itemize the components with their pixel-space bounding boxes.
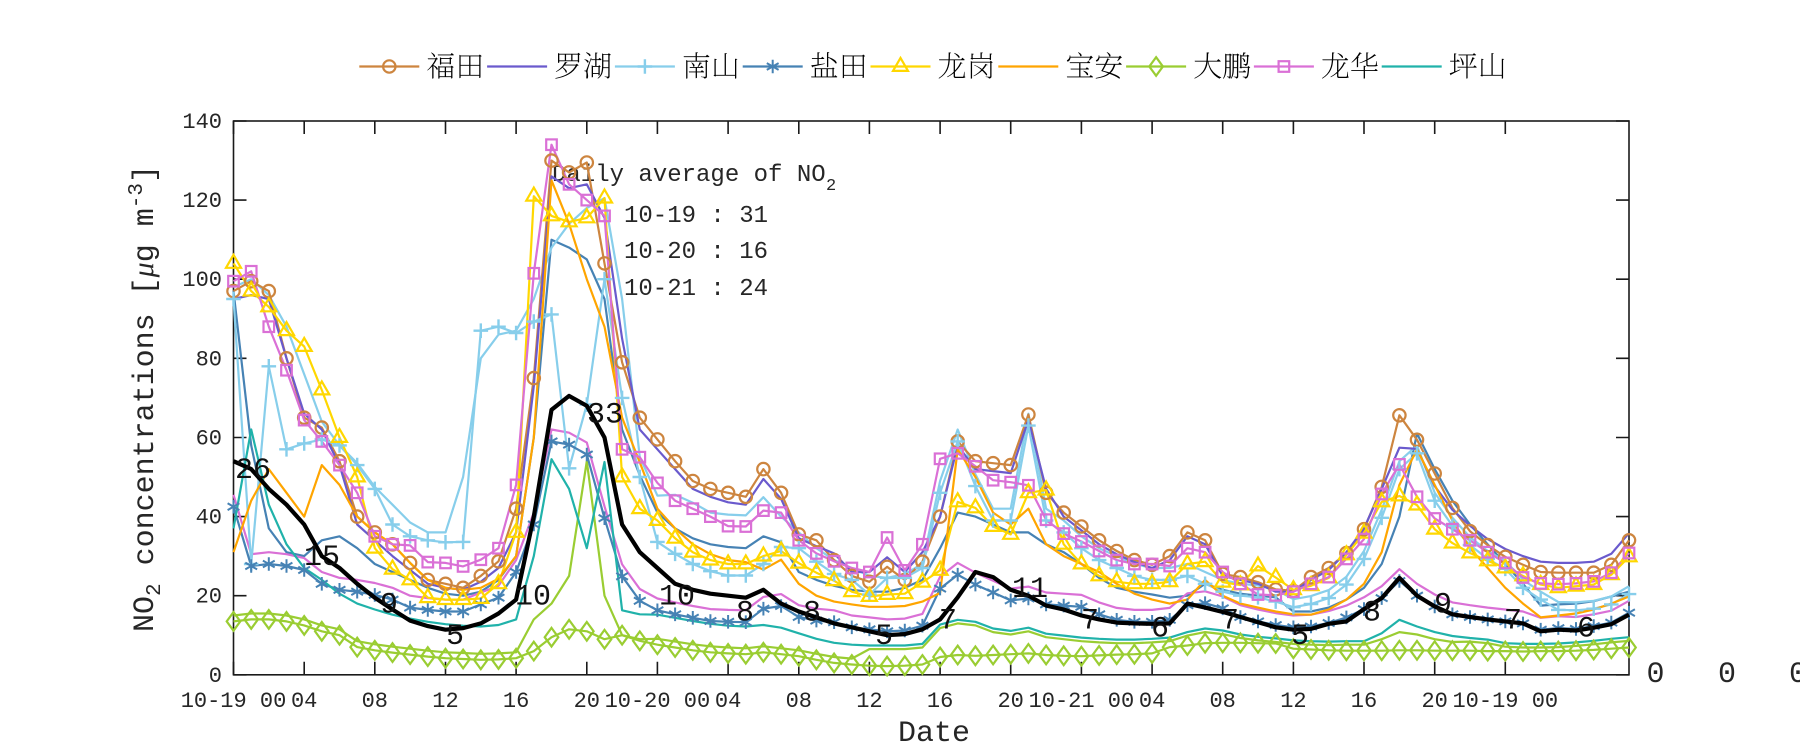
svg-text:04: 04	[1139, 689, 1165, 714]
svg-text:8: 8	[803, 597, 821, 631]
svg-text:10-20 00: 10-20 00	[605, 689, 711, 714]
svg-text:5: 5	[875, 620, 893, 654]
svg-text:7: 7	[1081, 604, 1099, 638]
svg-text:20: 20	[574, 689, 600, 714]
svg-text:10-20 : 16: 10-20 : 16	[624, 239, 768, 266]
svg-text:7: 7	[1504, 604, 1522, 638]
svg-text:40: 40	[196, 506, 222, 531]
svg-text:6: 6	[1577, 612, 1595, 646]
svg-text:10-19 00: 10-19 00	[181, 689, 287, 714]
svg-text:5: 5	[446, 620, 464, 654]
svg-text:12: 12	[1280, 689, 1306, 714]
svg-text:7: 7	[1221, 604, 1239, 638]
svg-text:15: 15	[304, 541, 340, 575]
svg-text:0: 0	[1646, 658, 1664, 692]
svg-text:08: 08	[786, 689, 812, 714]
svg-text:10: 10	[515, 581, 551, 615]
svg-text:2: 2	[826, 177, 836, 196]
svg-text:Daily average of NO: Daily average of NO	[552, 162, 826, 189]
svg-text:9: 9	[380, 589, 398, 623]
svg-text:8: 8	[736, 597, 754, 631]
svg-text:120: 120	[182, 189, 222, 214]
svg-text:04: 04	[291, 689, 317, 714]
svg-text:16: 16	[1351, 689, 1377, 714]
svg-text:7: 7	[939, 604, 957, 638]
svg-text:12: 12	[432, 689, 458, 714]
svg-text:04: 04	[715, 689, 741, 714]
svg-text:10-19 00: 10-19 00	[1452, 689, 1558, 714]
svg-text:NO2 concentrations [μg m-3]: NO2 concentrations [μg m-3]	[126, 165, 167, 632]
svg-text:16: 16	[503, 689, 529, 714]
svg-text:08: 08	[1209, 689, 1235, 714]
svg-text:10-21 00: 10-21 00	[1029, 689, 1135, 714]
svg-text:08: 08	[362, 689, 388, 714]
svg-text:11: 11	[1012, 573, 1048, 607]
svg-text:20: 20	[1421, 689, 1447, 714]
svg-text:26: 26	[235, 454, 271, 488]
svg-text:12: 12	[856, 689, 882, 714]
svg-text:10-19 : 31: 10-19 : 31	[624, 203, 768, 230]
svg-text:100: 100	[182, 268, 222, 293]
svg-text:20: 20	[997, 689, 1023, 714]
svg-text:0: 0	[1789, 658, 1800, 692]
svg-text:16: 16	[927, 689, 953, 714]
svg-text:0: 0	[209, 664, 222, 689]
svg-text:20: 20	[196, 585, 222, 610]
svg-text:8: 8	[1363, 597, 1381, 631]
svg-text:6: 6	[1151, 612, 1169, 646]
svg-text:33: 33	[587, 399, 623, 433]
svg-text:10: 10	[659, 581, 695, 615]
svg-text:80: 80	[196, 347, 222, 372]
svg-text:0: 0	[1718, 658, 1736, 692]
svg-text:60: 60	[196, 427, 222, 452]
svg-text:Date: Date	[898, 717, 970, 750]
svg-text:140: 140	[182, 110, 222, 135]
svg-text:10-21 : 24: 10-21 : 24	[624, 276, 768, 303]
svg-text:5: 5	[1291, 620, 1309, 654]
svg-text:9: 9	[1434, 589, 1452, 623]
